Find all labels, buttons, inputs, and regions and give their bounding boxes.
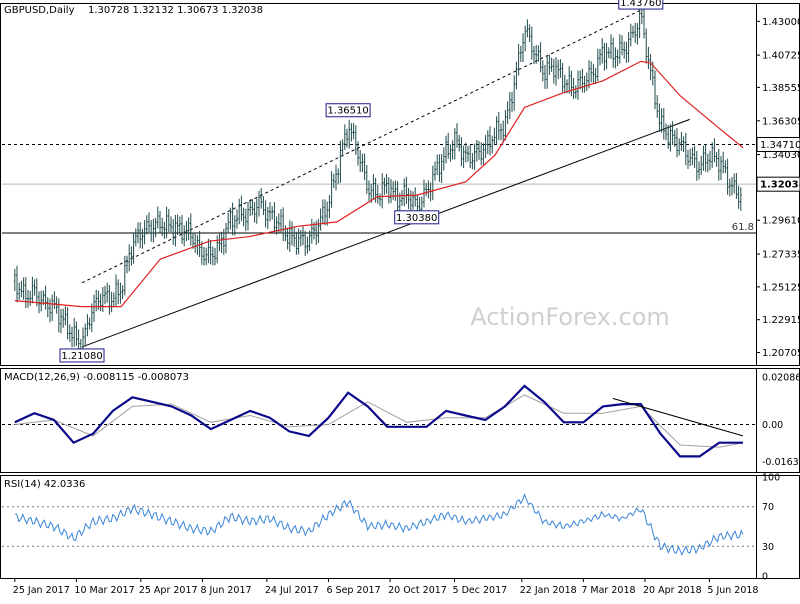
macd-line [14,384,743,458]
price-tick-label: 1.25125 [762,282,800,293]
time-tick-label: 5 Jun 2018 [707,585,758,596]
fib-level-label: 61.8 [732,222,754,233]
rsi-tick-label: 70 [762,502,774,513]
time-tick-label: 25 Apr 2017 [139,585,198,596]
time-tick-label: 25 Jan 2017 [13,585,70,596]
swing-label-box [59,348,105,363]
swing-label: 1.30380 [396,213,437,224]
time-tick-label: 20 Apr 2018 [643,585,702,596]
rsi-pane-frame [0,475,800,579]
macd-title: MACD(12,26,9) -0.008115 -0.008073 [4,372,189,383]
price-tick-label: 1.22915 [762,315,800,326]
rsi-title: RSI(14) 42.0336 [4,479,85,490]
price-tick-label: 1.27335 [762,250,800,261]
time-tick-label: 8 Jun 2017 [200,585,251,596]
time-tick-label: 10 Mar 2017 [74,585,134,596]
price-tick-label: 1.36305 [762,116,800,127]
price-tick-label: 1.40725 [762,51,800,62]
price-tick-label: 1.34030 [762,150,800,161]
rsi-tick-label: 0 [762,572,768,583]
time-tick-label: 6 Sep 2017 [326,585,380,596]
price-tick-label: 1.43000 [762,17,800,28]
macd-tick-label: 0.00 [762,420,783,431]
ohlc-header: 1.30728 1.32132 1.30673 1.32038 [88,5,263,16]
swing-label: 1.36510 [327,106,368,117]
swing-label: 1.21080 [61,351,102,362]
rsi-line [14,493,744,557]
macd-trendline [612,397,744,437]
rsi-tick-label: 100 [762,473,780,484]
time-tick-label: 5 Dec 2017 [453,585,508,596]
swing-label-box [394,210,440,225]
time-tick-label: 22 Jan 2018 [520,585,577,596]
time-tick-label: 24 Jul 2017 [265,585,319,596]
level-label-box [756,136,800,152]
chart-title: GBPUSD,Daily [4,5,75,16]
swing-label-box [325,103,371,118]
watermark: ActionForex.com [470,303,670,331]
macd-tick-label: -0.016357 [762,457,800,468]
macd-tick-label: 0.020861 [762,373,800,384]
rsi-tick-label: 30 [762,542,774,553]
support-trendline [81,118,690,348]
price-tick-label: 1.20705 [762,348,800,359]
time-tick-label: 7 Mar 2018 [581,585,635,596]
level-label: 1.34710 [760,140,800,151]
price-tick-label: 1.29610 [762,216,800,227]
time-tick-label: 20 Oct 2017 [388,585,447,596]
current-price-box [756,176,800,192]
swing-label: 1.43760 [620,0,661,9]
moving-average-line [14,60,744,308]
price-tick-label: 1.38555 [762,83,800,94]
current-price-label: 1.32038 [760,180,800,191]
swing-label-box [618,0,664,10]
macd-signal-line [14,394,744,448]
